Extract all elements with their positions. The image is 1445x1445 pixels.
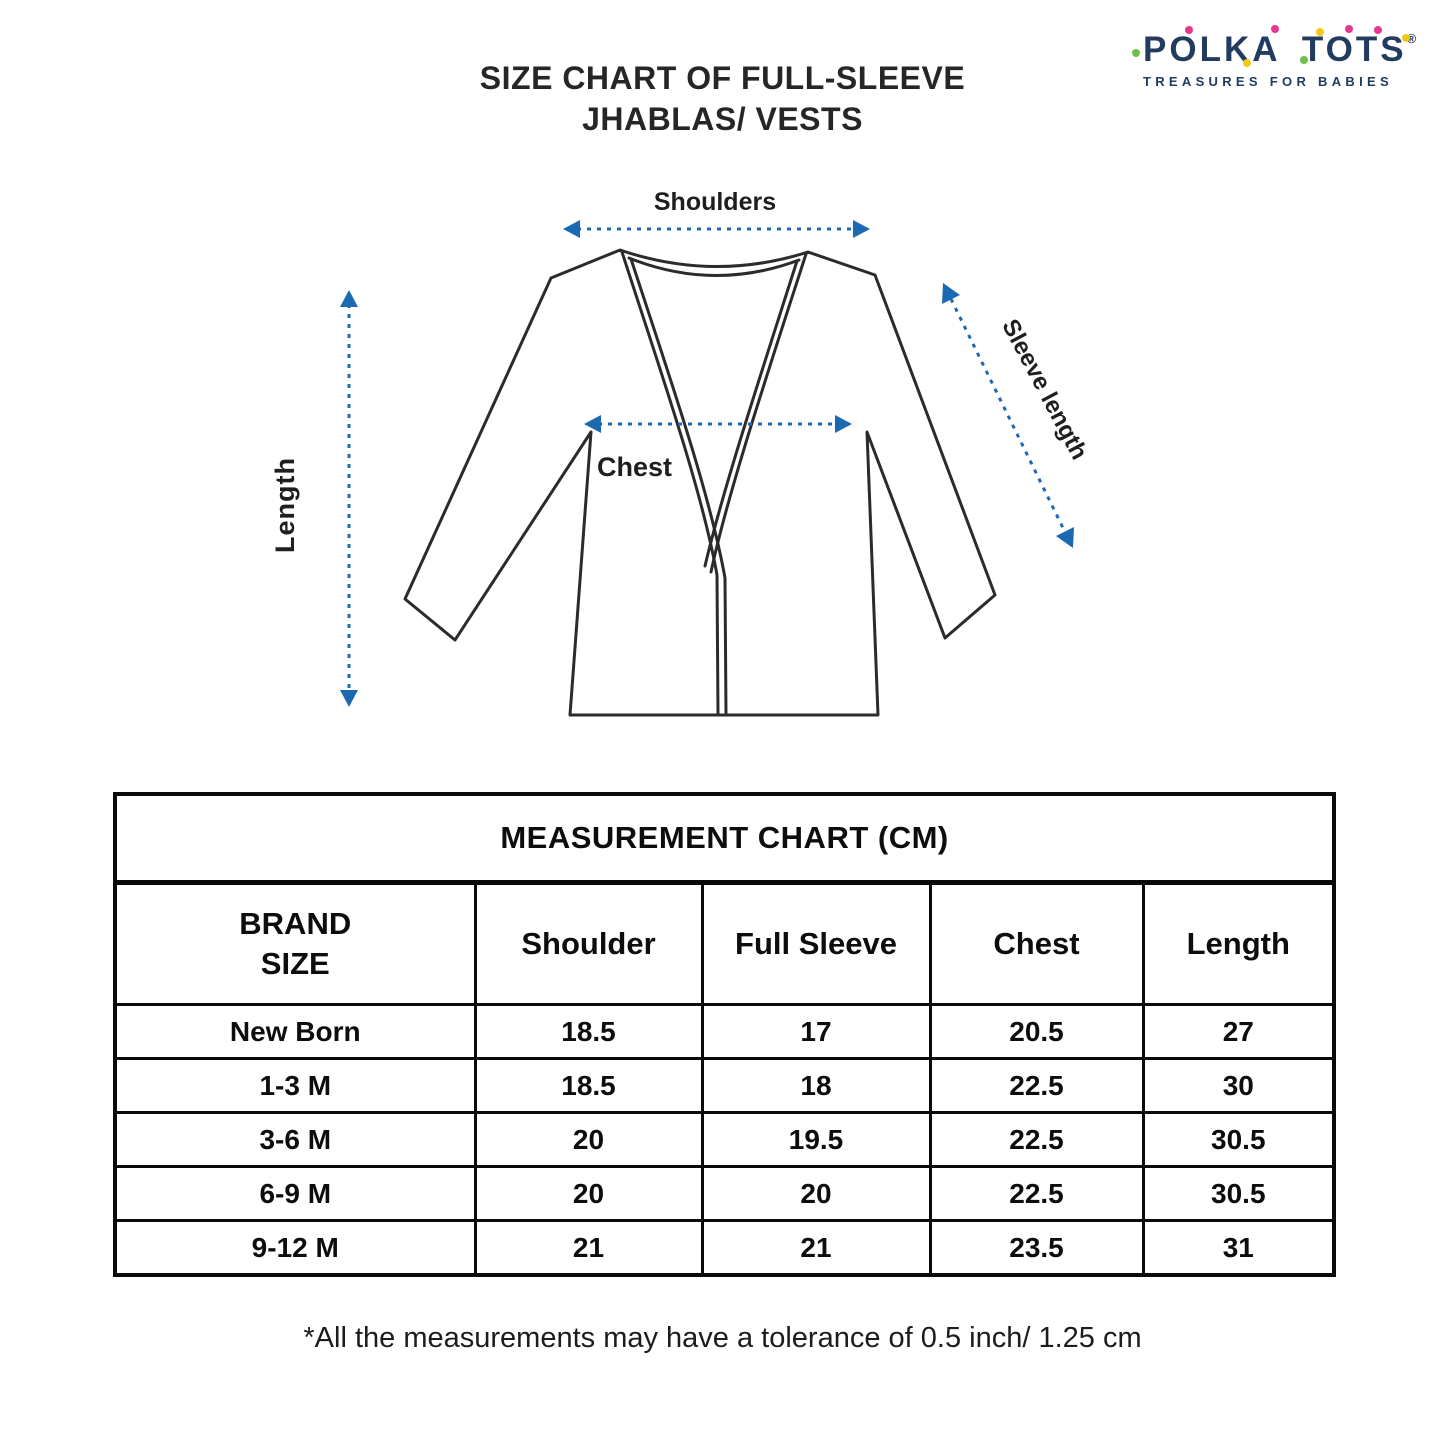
measurement-table: MEASUREMENT CHART (CM) BRAND SIZE Should… [113,792,1337,1277]
cell-chest: 22.5 [928,1057,1145,1114]
table-header-row: BRAND SIZE Shoulder Full Sleeve Chest Le… [113,881,1336,1006]
cell-shoulder: 18.5 [473,1057,704,1114]
page-title: SIZE CHART OF FULL-SLEEVE JHABLAS/ VESTS [0,58,1445,140]
cell-size: New Born [113,1003,477,1060]
cell-size: 6-9 M [113,1165,477,1222]
chest-arrow [584,415,852,433]
cell-full-sleeve: 18 [700,1057,932,1114]
cell-full-sleeve: 17 [700,1003,932,1060]
cell-length: 30.5 [1141,1165,1336,1222]
polka-dot-icon [1271,25,1280,33]
table-title-row: MEASUREMENT CHART (CM) [113,792,1336,885]
cell-length: 30.5 [1141,1111,1336,1168]
polka-dot-icon [1402,34,1411,42]
cell-full-sleeve: 20 [700,1165,932,1222]
cell-chest: 22.5 [928,1165,1145,1222]
brand-name-row: POLKA TOTS® [1132,25,1416,72]
cell-chest: 23.5 [928,1219,1145,1277]
jhabla-outline [403,248,997,717]
shoulders-arrow [563,220,870,238]
column-header-length: Length [1141,881,1336,1006]
polka-dot-icon [1344,25,1353,33]
brand-tagline: TREASURES FOR BABIES [1143,74,1393,89]
polka-dot-icon [1373,26,1382,34]
table-row: 1-3 M 18.5 18 22.5 30 [113,1057,1336,1114]
polka-dot-icon [1315,28,1324,36]
page-title-line1: SIZE CHART OF FULL-SLEEVE [479,60,966,96]
sleeve-length-label: Sleeve length [996,315,1092,464]
column-header-brand-size: BRAND SIZE [113,881,477,1006]
cell-chest: 22.5 [928,1111,1145,1168]
cell-full-sleeve: 19.5 [700,1111,932,1168]
polka-dot-icon [1184,26,1193,34]
cell-full-sleeve: 21 [700,1219,932,1277]
cell-shoulder: 20 [473,1165,704,1222]
page-title-line2: JHABLAS/ VESTS [582,101,863,137]
registered-mark-icon: ® [1406,31,1417,46]
cell-shoulder: 20 [473,1111,704,1168]
column-header-shoulder: Shoulder [473,881,704,1006]
brand-logo: POLKA TOTS® TREASURES FOR BABIES [1132,25,1416,89]
cell-length: 31 [1141,1219,1336,1277]
tolerance-footnote: *All the measurements may have a toleran… [303,1322,1142,1354]
polka-dot-icon [1300,56,1309,64]
shoulders-label: Shoulders [654,188,776,216]
table-row: 6-9 M 20 20 22.5 30.5 [113,1165,1336,1222]
cell-shoulder: 21 [473,1219,704,1277]
column-header-full-sleeve: Full Sleeve [700,881,932,1006]
cell-chest: 20.5 [928,1003,1145,1060]
cell-size: 1-3 M [113,1057,477,1114]
length-arrow [340,290,358,707]
brand-name: POLKA TOTS [1143,30,1407,69]
polka-dot-icon [1242,59,1251,67]
garment-measurement-diagram: Shoulders Length Chest Sleeve length [270,188,1093,717]
cell-shoulder: 18.5 [473,1003,704,1060]
table-title: MEASUREMENT CHART (CM) [113,792,1336,885]
sleeve-length-arrow [942,283,1074,548]
polka-dot-icon [1132,49,1140,57]
column-header-chest: Chest [928,881,1145,1006]
cell-size: 9-12 M [113,1219,477,1277]
cell-length: 27 [1141,1003,1336,1060]
cell-length: 30 [1141,1057,1336,1114]
chest-label: Chest [597,452,672,482]
cell-size: 3-6 M [113,1111,477,1168]
length-label: Length [270,457,300,553]
table-row: 9-12 M 21 21 23.5 31 [113,1219,1336,1277]
table-row: New Born 18.5 17 20.5 27 [113,1003,1336,1060]
table-row: 3-6 M 20 19.5 22.5 30.5 [113,1111,1336,1168]
